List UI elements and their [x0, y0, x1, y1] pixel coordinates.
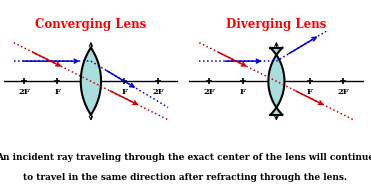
Polygon shape: [268, 48, 285, 115]
Text: 2F: 2F: [152, 88, 164, 96]
Text: F: F: [240, 88, 246, 96]
Title: Diverging Lens: Diverging Lens: [226, 18, 326, 31]
Text: F: F: [55, 88, 60, 96]
Polygon shape: [81, 48, 101, 115]
Text: to travel in the same direction after refracting through the lens.: to travel in the same direction after re…: [23, 173, 348, 182]
Text: 2F: 2F: [204, 88, 215, 96]
Text: 2F: 2F: [338, 88, 349, 96]
Text: F: F: [307, 88, 313, 96]
Title: Converging Lens: Converging Lens: [35, 18, 147, 31]
Text: An incident ray traveling through the exact center of the lens will continue: An incident ray traveling through the ex…: [0, 153, 371, 162]
Text: F: F: [121, 88, 127, 96]
Text: 2F: 2F: [18, 88, 30, 96]
